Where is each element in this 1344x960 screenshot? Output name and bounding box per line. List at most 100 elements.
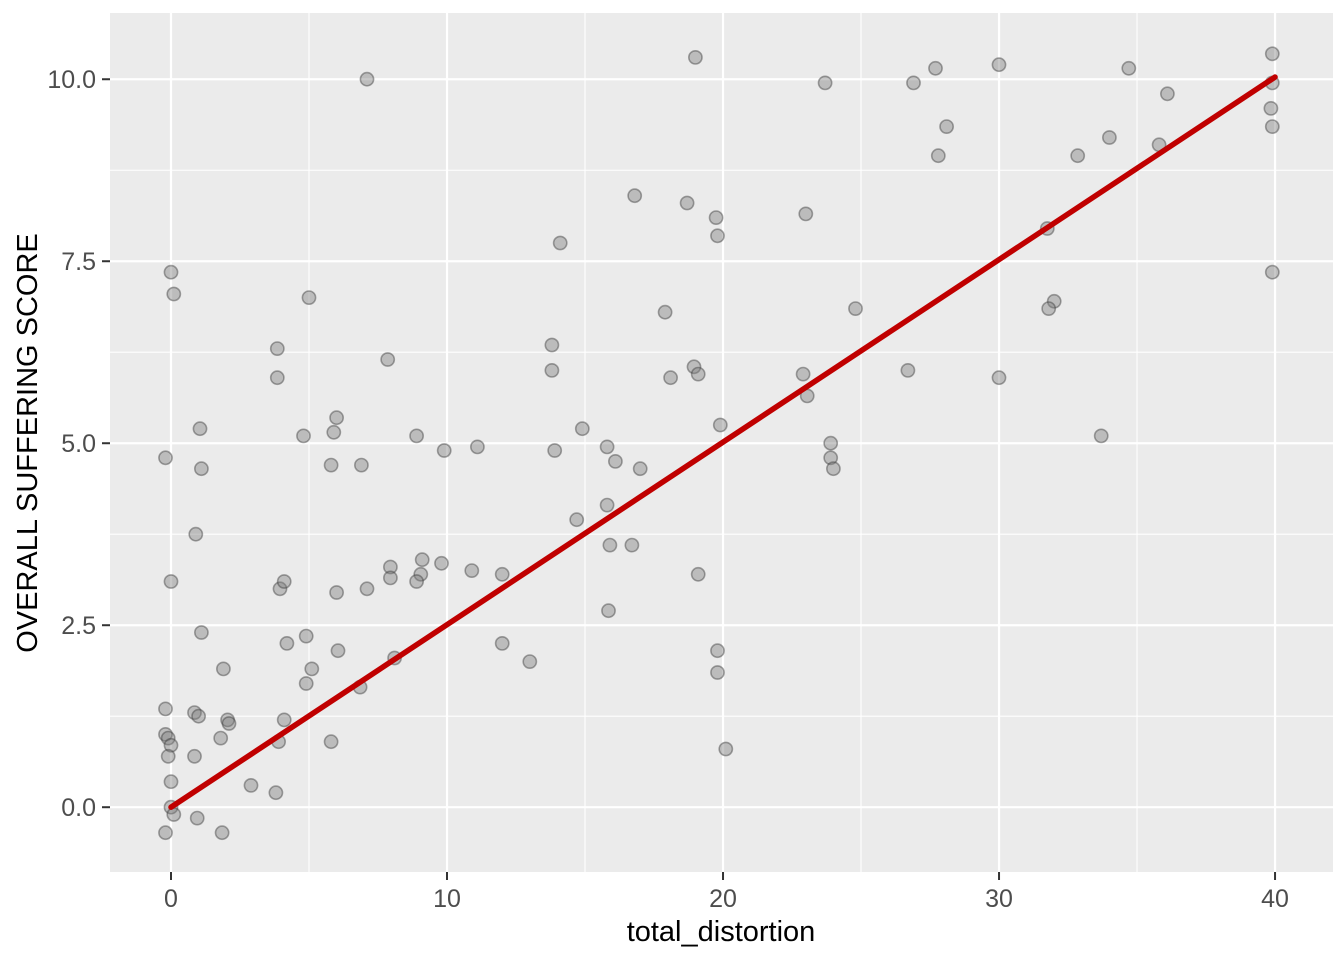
data-point [469,439,485,455]
data-point [359,581,375,597]
data-point [160,748,176,764]
data-point [718,741,734,757]
data-point [326,424,342,440]
data-point [547,443,563,458]
data-point [906,75,921,91]
data-point [187,705,202,720]
data-point [1264,46,1280,62]
data-point [220,712,235,728]
y-tick-label: 0.0 [61,794,96,822]
y-tick-label: 10.0 [47,66,96,94]
data-point [1160,86,1175,102]
data-point [382,559,398,575]
data-point [494,566,510,582]
data-point [627,188,643,204]
data-point [434,555,449,571]
data-point [301,290,317,305]
data-point [436,443,452,458]
data-point [163,574,179,589]
x-tick-label: 30 [985,885,1013,913]
data-point [848,301,863,316]
data-point [276,712,292,728]
data-point [690,366,706,382]
data-point [1121,60,1137,76]
data-point [544,337,560,353]
data-point [991,370,1007,386]
data-point [329,410,344,426]
data-point [189,810,205,826]
data-point [494,636,510,651]
data-point [192,421,208,437]
data-point [188,526,204,542]
data-point [298,676,314,691]
data-point [163,264,179,280]
data-point [624,537,640,553]
data-point [1041,301,1057,316]
data-point [214,825,230,841]
data-point [823,435,839,451]
axis-tick-marks [102,78,1277,880]
data-point [602,537,618,553]
data-point [193,461,209,477]
data-point [323,734,339,750]
x-tick-label: 40 [1261,885,1289,913]
data-point [464,563,480,578]
data-point [663,370,678,386]
data-point [817,75,833,91]
data-point [382,570,398,586]
data-point [330,643,346,659]
data-point [163,737,179,753]
data-point [359,71,375,87]
data-point [329,585,344,600]
data-point [601,603,616,619]
data-point [414,552,430,568]
data-point [710,643,725,659]
data-point [413,566,429,582]
data-point [193,625,209,640]
data-point [1093,428,1109,444]
data-point [409,428,424,444]
data-point [1102,130,1117,145]
data-point [679,195,695,211]
data-point [991,57,1007,73]
data-point [826,461,841,477]
data-point [269,341,285,356]
data-point [221,716,237,731]
data-point [215,661,231,677]
data-point [276,574,292,589]
data-point [1264,119,1280,134]
data-point [191,708,206,724]
x-tick-label: 0 [164,885,178,913]
y-axis-tick-labels: 0.0 2.5 5.0 7.5 10.0 [47,66,96,822]
data-point [522,654,538,669]
data-point [569,512,585,528]
data-point [708,210,724,225]
data-point [163,774,179,790]
data-point [712,417,728,433]
data-point [323,457,339,473]
data-point [269,370,285,386]
data-point [710,665,725,680]
data-point [1263,101,1279,116]
x-axis-title: total_distortion [627,916,816,948]
data-point [158,727,173,742]
x-tick-label: 20 [709,885,737,913]
y-tick-label: 7.5 [61,248,96,276]
data-point [1264,264,1280,280]
data-point [608,453,623,469]
data-point [279,636,295,651]
y-axis-title: OVERALL SUFFERING SCORE [12,233,44,653]
data-point [688,50,703,65]
data-point [686,359,702,375]
data-point [1046,293,1062,309]
data-point [243,778,259,793]
data-point [710,228,725,244]
data-point [304,661,320,677]
y-tick-label: 2.5 [61,612,96,640]
data-point [187,748,202,764]
data-point [632,461,648,477]
data-point [166,807,182,822]
data-point [160,730,176,746]
